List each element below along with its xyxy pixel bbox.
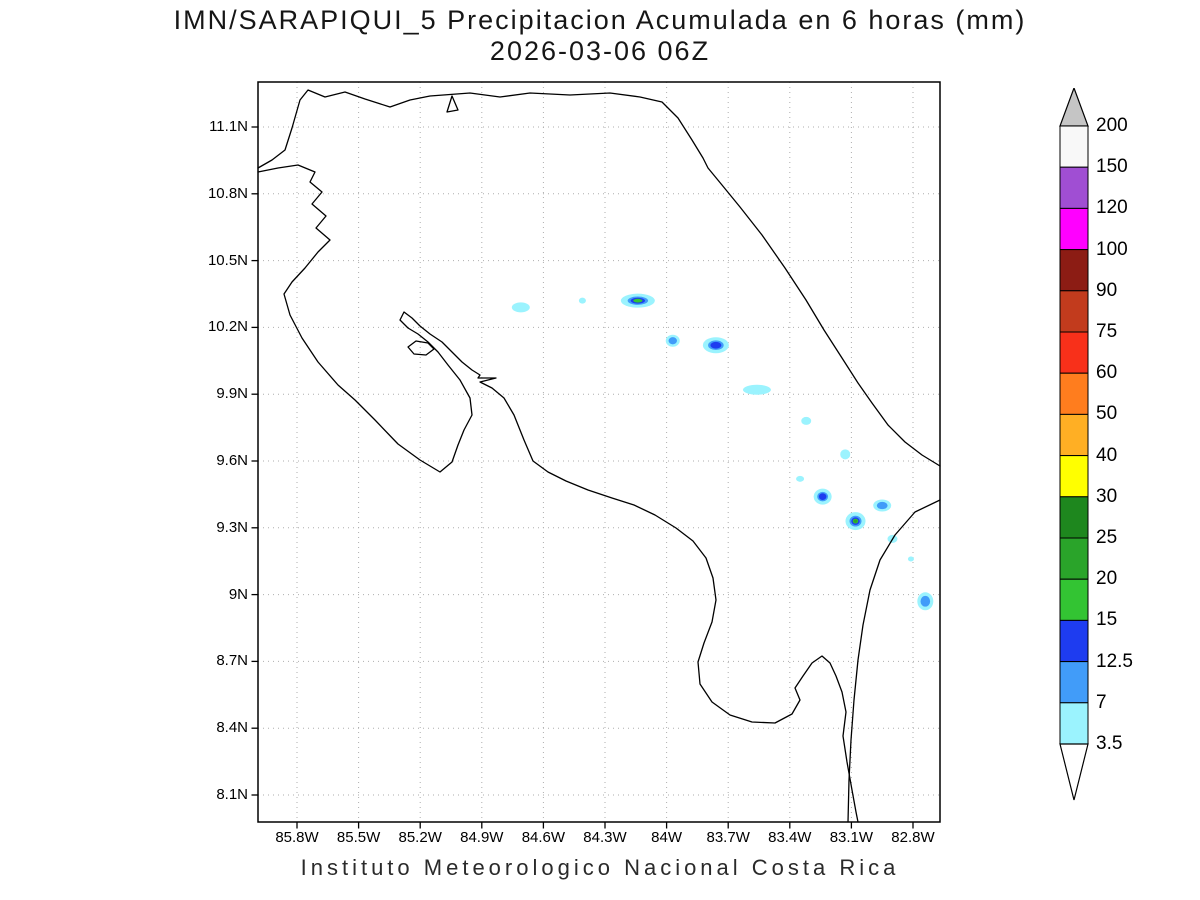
- grid-layer: [251, 82, 940, 829]
- colorbar-segment: [1059, 290, 1089, 333]
- colorbar-max-arrow-icon: [1059, 88, 1089, 127]
- colorbar-segment: [1059, 661, 1089, 704]
- lon-tick-label: 83.1W: [829, 829, 874, 846]
- precip-cell: [801, 416, 812, 425]
- lat-tick-label: 11.1N: [209, 118, 248, 135]
- colorbar-segment: [1059, 455, 1089, 498]
- lat-tick-label: 9.9N: [216, 385, 248, 403]
- precip-cell: [710, 341, 722, 349]
- precipitation-layer: [511, 293, 934, 611]
- lat-tick-label: 9.3N: [216, 518, 248, 536]
- coastline-layer: [257, 89, 941, 823]
- precip-cell: [668, 337, 677, 345]
- lon-tick-label: 84.6W: [521, 829, 566, 846]
- lon-tick-label: 85.8W: [275, 829, 319, 846]
- lon-tick-label: 85.5W: [336, 829, 381, 846]
- colorbar-tick-label: 75: [1096, 321, 1118, 342]
- colorbar-tick-label: 40: [1096, 444, 1118, 466]
- colorbar-segment: [1059, 619, 1089, 663]
- lat-tick-label: 8.1N: [216, 786, 248, 803]
- lon-tick-label: 84.9W: [460, 829, 504, 846]
- lat-tick-label: 8.4N: [216, 719, 248, 737]
- colorbar-segment: [1059, 331, 1089, 374]
- colorbar-tick-label: 3.5: [1096, 733, 1123, 754]
- colorbar-segment: [1059, 537, 1089, 580]
- colorbar-scale: [1059, 88, 1089, 801]
- chart-subtitle: 2026-03-06 06Z: [489, 36, 711, 66]
- coastline-north-caribbean: [257, 89, 941, 467]
- colorbar-segment: [1059, 578, 1089, 621]
- colorbar-segment: [1059, 207, 1089, 251]
- precip-cell: [818, 493, 827, 500]
- lat-tick-label: 10.2N: [207, 318, 248, 336]
- precip-cell: [876, 501, 888, 510]
- precip-cell: [840, 449, 851, 460]
- chira-island: [407, 340, 435, 356]
- colorbar-tick-label: 60: [1096, 362, 1118, 384]
- colorbar-tick-label: 15: [1096, 609, 1118, 631]
- colorbar-tick-label: 12.5: [1096, 650, 1133, 672]
- precip-cell: [920, 595, 931, 607]
- lon-tick-label: 83.4W: [768, 829, 812, 846]
- colorbar-segment: [1059, 372, 1089, 415]
- precip-cell: [853, 519, 858, 523]
- colorbar-tick-label: 30: [1096, 485, 1118, 507]
- colorbar-segment: [1059, 413, 1089, 457]
- chart-title: IMN/SARAPIQUI_5 Precipitacion Acumulada …: [173, 5, 1027, 35]
- lat-tick-label: 10.5N: [207, 251, 248, 269]
- colorbar-tick-label: 120: [1096, 197, 1128, 219]
- precip-cell: [907, 556, 914, 562]
- lat-tick-label: 10.8N: [207, 184, 248, 202]
- colorbar-tick-label: 7: [1096, 691, 1107, 713]
- lat-tick-label: 8.7N: [216, 652, 248, 670]
- lon-tick-label: 84.3W: [583, 829, 627, 846]
- map-frame: [257, 81, 941, 823]
- lon-tick-label: 83.7W: [706, 829, 750, 846]
- colorbar-segment: [1059, 702, 1089, 745]
- colorbar-tick-label: 200: [1096, 115, 1128, 136]
- lon-tick-label: 85.2W: [398, 829, 442, 846]
- lon-tick-label: 82.8W: [891, 829, 935, 846]
- colorbar-min-arrow-icon: [1059, 743, 1089, 801]
- colorbar-segment: [1059, 249, 1089, 292]
- precip-cell: [796, 475, 805, 482]
- lat-tick-label: 9N: [228, 585, 248, 603]
- lake-island: [446, 95, 459, 113]
- precip-cell: [578, 297, 586, 304]
- colorbar-tick-label: 90: [1096, 279, 1118, 301]
- chart-title-block: IMN/SARAPIQUI_5 Precipitacion Acumulada …: [0, 5, 1200, 67]
- colorbar-tick-label: 150: [1096, 156, 1128, 178]
- colorbar-tick-label: 50: [1096, 403, 1118, 425]
- precip-cell: [511, 302, 530, 313]
- colorbar: 200 150 120 100 90 75 60 50 40 30 25 20 …: [1052, 88, 1172, 818]
- coastline-pacific: [257, 164, 859, 823]
- lat-tick-label: 9.6N: [216, 452, 248, 469]
- colorbar-segment: [1059, 166, 1089, 209]
- precip-cell: [742, 384, 771, 395]
- panama-border: [847, 499, 941, 823]
- colorbar-segment: [1059, 496, 1089, 539]
- colorbar-tick-label: 20: [1096, 568, 1118, 590]
- colorbar-tick-label: 25: [1096, 527, 1118, 548]
- attribution-caption: Instituto Meteorologico Nacional Costa R…: [300, 855, 900, 880]
- precip-cell: [633, 298, 643, 303]
- colorbar-tick-label: 100: [1096, 238, 1128, 260]
- colorbar-segment: [1059, 125, 1089, 168]
- lon-tick-label: 84W: [651, 829, 683, 846]
